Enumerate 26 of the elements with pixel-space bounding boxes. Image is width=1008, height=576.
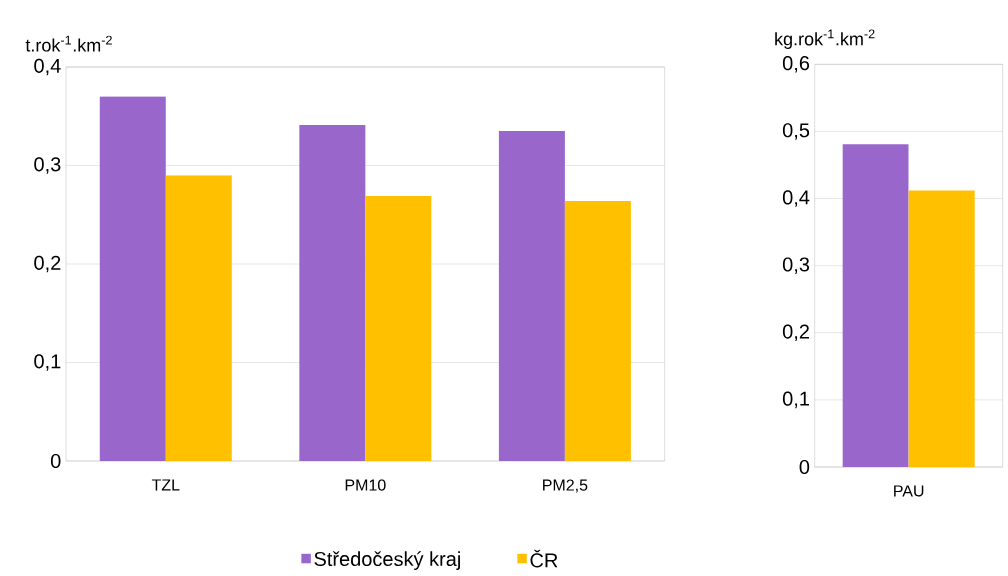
bar <box>365 196 432 461</box>
bar <box>165 175 232 461</box>
y-tick-label: 0,3 <box>782 257 810 274</box>
y-tick-label: 0,1 <box>782 391 809 409</box>
bar <box>99 96 166 461</box>
x-tick-label: PAU <box>894 485 924 497</box>
bar <box>564 200 631 461</box>
y-tick-label: 0 <box>799 459 810 475</box>
y-tick-label: 0,1 <box>34 354 61 371</box>
y-tick-label: 0 <box>50 453 61 469</box>
legend-label: Středočeský kraj <box>314 551 460 570</box>
y-tick-label: 0,2 <box>34 255 61 273</box>
legend-label: ČR <box>530 549 558 568</box>
y-tick-label: 0,2 <box>782 324 809 342</box>
x-tick-label: TZL <box>151 479 180 491</box>
x-tick-label: PM10 <box>345 479 386 491</box>
bar <box>299 125 366 461</box>
y-axis-title: t.rok$^{-1}$.km$^{-2}$ <box>25 35 112 52</box>
y-tick-label: 0,3 <box>34 157 61 174</box>
y-tick-label: 0,5 <box>782 123 810 140</box>
y-tick-label: 0,6 <box>782 56 810 73</box>
y-tick-label: 0,4 <box>34 58 61 76</box>
y-axis-title: kg.rok$^{-1}$.km$^{-2}$ <box>775 29 875 49</box>
y-tick-label: 0,4 <box>782 190 810 207</box>
bar <box>498 131 565 461</box>
x-tick-label: PM2,5 <box>543 479 588 493</box>
